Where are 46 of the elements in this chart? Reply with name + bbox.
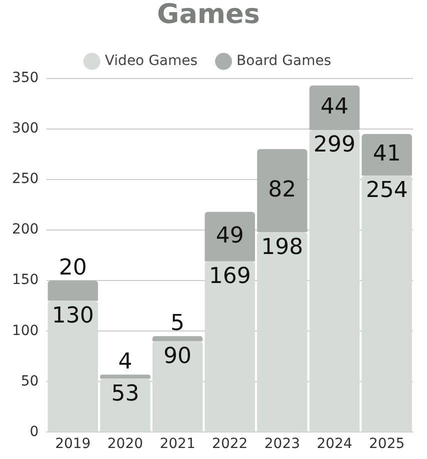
bar	[362, 175, 412, 432]
bar	[257, 149, 308, 232]
data-label: 20	[58, 255, 87, 280]
bar	[362, 134, 412, 176]
x-tick-label: 2023	[264, 436, 300, 452]
bar	[48, 300, 98, 432]
data-label: 90	[164, 344, 192, 369]
y-tick-label: 200	[12, 222, 39, 238]
x-tick-label: 2020	[107, 436, 144, 452]
data-label: 169	[208, 264, 251, 290]
data-label: 41	[372, 141, 401, 166]
x-tick-label: 2021	[160, 436, 196, 452]
y-tick-label: 250	[12, 171, 39, 188]
data-label: 254	[366, 178, 408, 204]
data-label: 130	[52, 304, 94, 329]
legend-label: Video Games	[104, 53, 198, 70]
bar	[48, 280, 98, 301]
y-tick-label: 50	[20, 373, 39, 390]
data-label: 49	[216, 223, 244, 248]
y-tick-label: 0	[30, 424, 39, 440]
bar	[309, 85, 360, 130]
bar	[204, 261, 255, 432]
bar	[204, 212, 255, 262]
x-tick-label: 2022	[212, 436, 248, 452]
data-label: 44	[320, 94, 349, 120]
bar	[100, 374, 150, 379]
y-tick-label: 300	[12, 120, 39, 137]
y-tick-label: 150	[12, 272, 39, 288]
bar	[309, 130, 360, 432]
data-label: 299	[314, 132, 356, 158]
chart-title: Games	[157, 0, 260, 30]
x-tick-label: 2019	[55, 436, 91, 452]
legend-label: Board Games	[236, 53, 332, 70]
data-label: 82	[268, 177, 296, 202]
y-tick-label: 100	[12, 322, 39, 339]
x-tick-label: 2024	[316, 436, 352, 452]
data-label: 5	[170, 310, 185, 336]
data-label: 4	[118, 349, 132, 374]
bar	[152, 336, 203, 342]
data-label: 198	[261, 234, 304, 260]
data-label: 53	[111, 381, 140, 406]
y-tick-label: 350	[12, 70, 39, 86]
bar	[100, 378, 150, 432]
bar	[257, 232, 308, 432]
x-tick-label: 2025	[369, 436, 405, 452]
bar	[152, 341, 203, 432]
